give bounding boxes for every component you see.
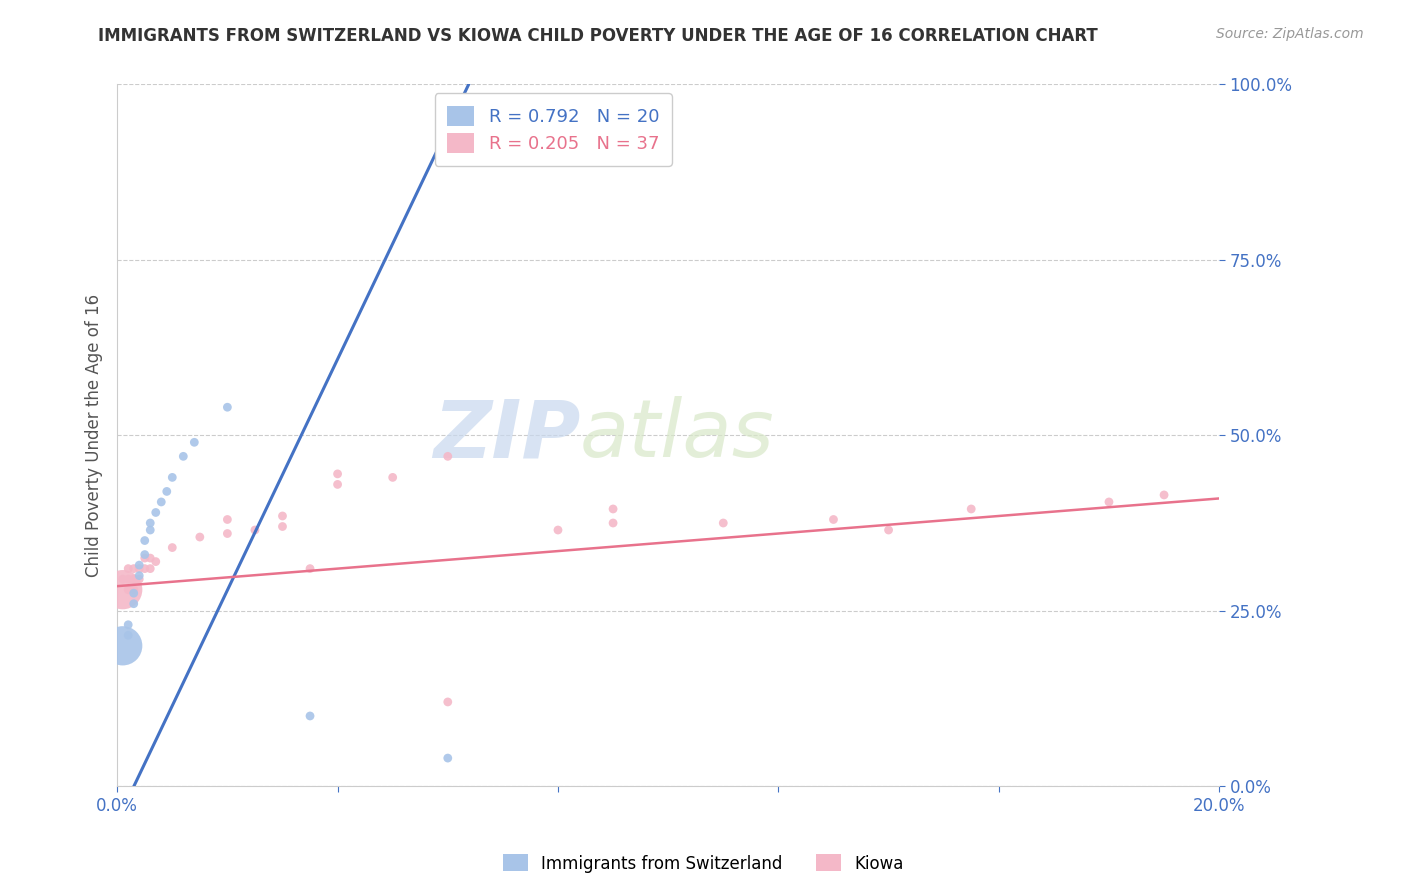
Point [1153, 488, 1175, 502]
Point [117, 582, 139, 597]
Point [877, 523, 900, 537]
Point [436, 695, 458, 709]
Point [547, 523, 569, 537]
Point [436, 450, 458, 464]
Point [217, 512, 239, 526]
Point [111, 639, 134, 653]
Point [162, 541, 184, 555]
Point [128, 561, 150, 575]
Point [134, 561, 156, 575]
Legend: R = 0.792   N = 20, R = 0.205   N = 37: R = 0.792 N = 20, R = 0.205 N = 37 [434, 94, 672, 166]
Point [150, 495, 173, 509]
Point [117, 561, 139, 575]
Point [122, 597, 145, 611]
Point [299, 709, 322, 723]
Point [326, 467, 349, 481]
Point [183, 435, 205, 450]
Point [326, 477, 349, 491]
Point [139, 516, 162, 530]
Point [823, 512, 845, 526]
Y-axis label: Child Poverty Under the Age of 16: Child Poverty Under the Age of 16 [86, 293, 103, 577]
Point [111, 582, 134, 597]
Point [602, 502, 624, 516]
Point [134, 548, 156, 562]
Point [139, 551, 162, 566]
Text: IMMIGRANTS FROM SWITZERLAND VS KIOWA CHILD POVERTY UNDER THE AGE OF 16 CORRELATI: IMMIGRANTS FROM SWITZERLAND VS KIOWA CHI… [98, 27, 1098, 45]
Point [960, 502, 983, 516]
Point [188, 530, 211, 544]
Point [128, 558, 150, 573]
Point [299, 561, 322, 575]
Point [217, 401, 239, 415]
Point [217, 526, 239, 541]
Point [122, 572, 145, 586]
Point [145, 506, 167, 520]
Text: ZIP: ZIP [433, 396, 581, 475]
Point [162, 470, 184, 484]
Point [117, 572, 139, 586]
Point [381, 470, 404, 484]
Point [128, 568, 150, 582]
Point [271, 508, 294, 523]
Point [111, 572, 134, 586]
Legend: Immigrants from Switzerland, Kiowa: Immigrants from Switzerland, Kiowa [496, 847, 910, 880]
Point [156, 484, 179, 499]
Point [243, 523, 266, 537]
Point [128, 572, 150, 586]
Point [122, 561, 145, 575]
Point [1098, 495, 1121, 509]
Point [602, 516, 624, 530]
Point [117, 617, 139, 632]
Point [145, 555, 167, 569]
Point [172, 450, 194, 464]
Text: atlas: atlas [581, 396, 775, 475]
Point [271, 519, 294, 533]
Point [436, 751, 458, 765]
Point [139, 561, 162, 575]
Point [117, 628, 139, 642]
Point [122, 582, 145, 597]
Point [122, 586, 145, 600]
Point [139, 523, 162, 537]
Point [134, 533, 156, 548]
Point [711, 516, 734, 530]
Text: Source: ZipAtlas.com: Source: ZipAtlas.com [1216, 27, 1364, 41]
Point [134, 551, 156, 566]
